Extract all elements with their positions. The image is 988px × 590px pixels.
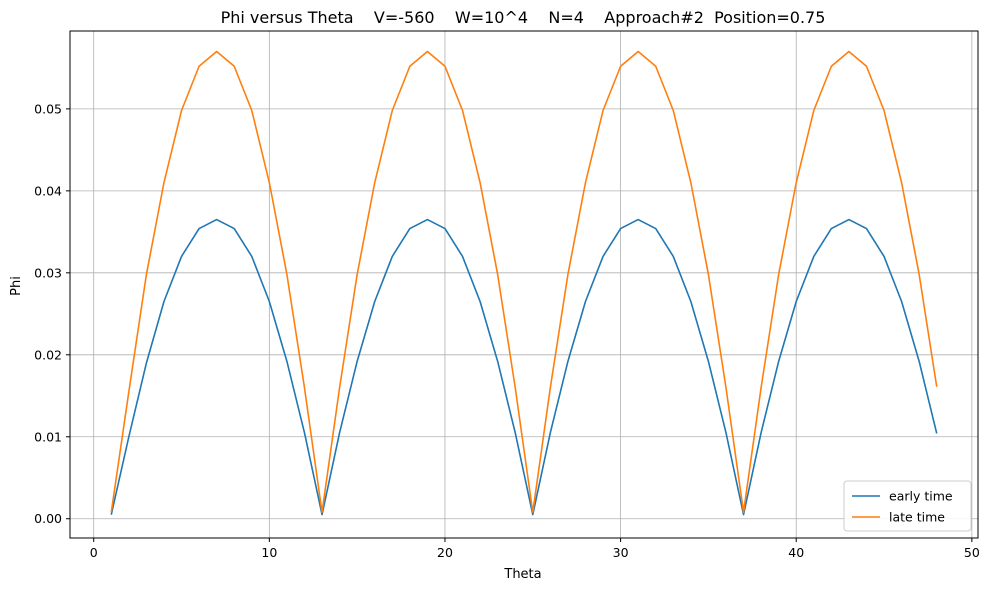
x-tick-label: 20 [437,545,453,560]
legend-label: late time [889,510,945,525]
x-tick-label: 40 [788,545,804,560]
legend-box [843,480,972,532]
x-tick-label: 10 [261,545,277,560]
series-line-early-time [110,218,938,516]
y-tick-label: 0.03 [34,265,62,280]
x-axis-label: Theta [503,567,541,582]
x-tick-label: 50 [964,545,980,560]
legend: early time late time [843,480,972,532]
x-tick-label: 0 [90,545,98,560]
legend-label: early time [889,489,953,504]
y-tick-label: 0.02 [34,347,62,362]
series-line-late-time [110,50,938,513]
grid-lines [70,31,978,538]
chart-title: Phi versus Theta V=-560 W=10^4 N=4 Appro… [221,8,826,27]
y-tick-label: 0.05 [34,101,62,116]
x-axis: 0 10 20 30 40 50 [90,538,980,560]
x-tick-label: 30 [613,545,629,560]
y-tick-label: 0.00 [34,511,62,526]
series-layer [110,50,938,516]
plot-frame [69,30,979,539]
y-axis-label: Phi [9,276,24,296]
y-axis: 0.00 0.01 0.02 0.03 0.04 0.05 [34,101,70,526]
y-tick-label: 0.04 [34,183,62,198]
y-tick-label: 0.01 [34,429,62,444]
